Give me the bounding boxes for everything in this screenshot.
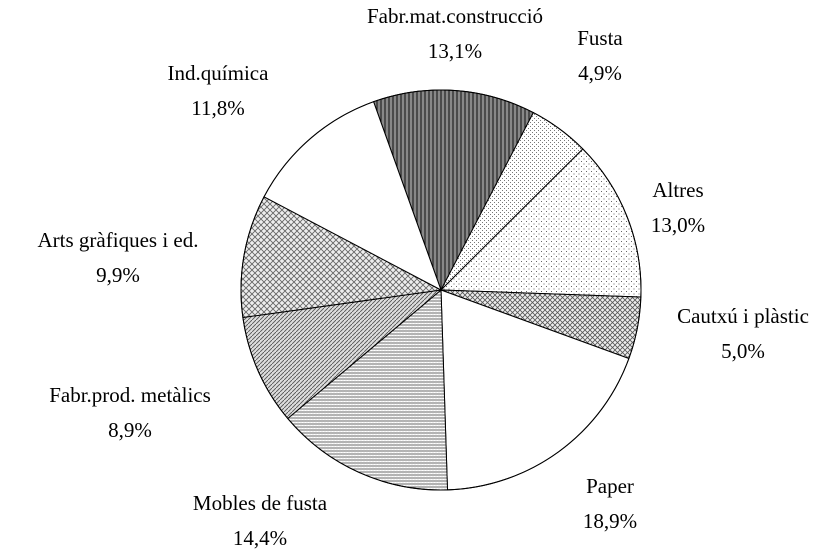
- slice-value-label: 9,9%: [96, 263, 140, 287]
- slice-value-label: 13,0%: [651, 213, 705, 237]
- slice-label: Arts gràfiques i ed.: [38, 228, 199, 252]
- slice-value-label: 13,1%: [428, 39, 482, 63]
- slice-label: Mobles de fusta: [193, 491, 328, 515]
- slice-label: Paper: [586, 474, 634, 498]
- slice-label: Fabr.prod. metàlics: [49, 383, 211, 407]
- slice-value-label: 14,4%: [233, 526, 287, 550]
- slice-label: Cautxú i plàstic: [677, 304, 809, 328]
- slice-value-label: 8,9%: [108, 418, 152, 442]
- slice-value-label: 11,8%: [191, 96, 244, 120]
- slice-label: Fusta: [577, 26, 623, 50]
- slice-value-label: 5,0%: [721, 339, 765, 363]
- slice-value-label: 4,9%: [578, 61, 622, 85]
- pie-outline: [240, 89, 642, 491]
- slice-label: Altres: [652, 178, 703, 202]
- slice-value-label: 18,9%: [583, 509, 637, 533]
- slice-label: Fabr.mat.construcció: [367, 4, 543, 28]
- slice-label: Ind.química: [168, 61, 270, 85]
